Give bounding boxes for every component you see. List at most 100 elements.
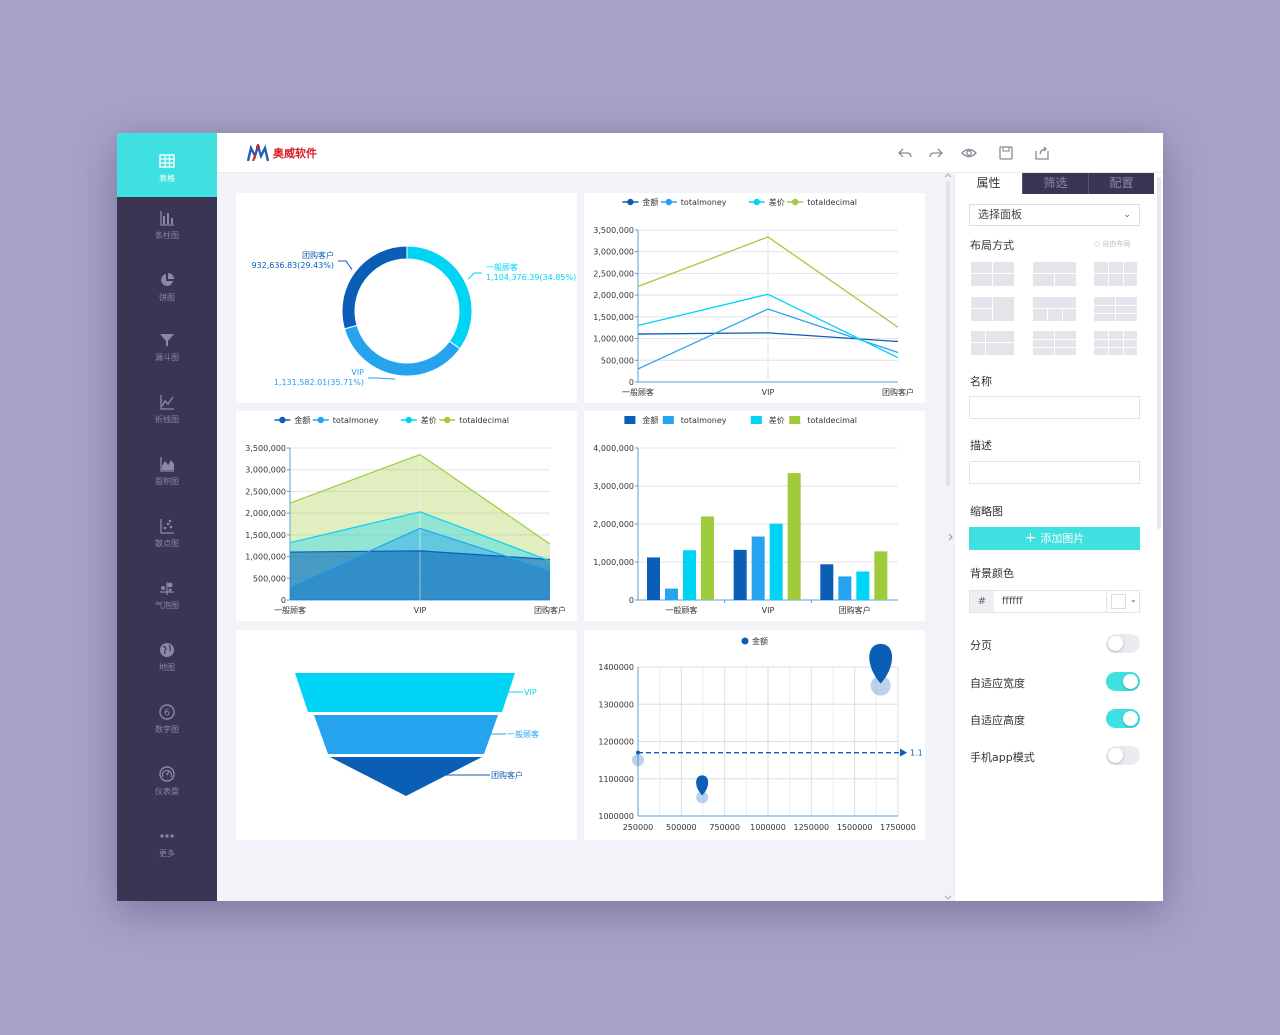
toggle-switch-2[interactable]: [1106, 709, 1140, 728]
sidebar-item-label: 折线图: [155, 415, 179, 424]
background-color-value[interactable]: ffffff: [1002, 596, 1023, 607]
y-tick-label: 0: [629, 378, 634, 387]
background-color-field[interactable]: # ffffff ⌄: [969, 590, 1140, 613]
share-icon[interactable]: [1034, 145, 1050, 161]
sidebar-item-funnel[interactable]: 漏斗图: [117, 324, 217, 386]
funnel-label: 一般顾客: [507, 729, 539, 739]
scatter-point-0: [632, 754, 644, 767]
sidebar-item-table[interactable]: 表格: [117, 133, 217, 197]
layout-option-8[interactable]: [1033, 331, 1076, 355]
x-tick-label: 一般顾客: [274, 605, 306, 615]
line-chart-card[interactable]: 金额 totalmoney 差价 totaldecimal 0 500,000 1,000,…: [584, 193, 925, 403]
layout-option-7[interactable]: [971, 331, 1014, 355]
x-tick-label: 1750000: [880, 823, 916, 832]
panel-scrollbar[interactable]: [1155, 173, 1163, 533]
color-picker[interactable]: ⌄: [1106, 591, 1140, 612]
sidebar-item-number[interactable]: 6 数字图: [117, 696, 217, 758]
legend-marker-3: [792, 198, 799, 206]
slice-name-label: VIP: [351, 368, 364, 377]
y-tick-label: 500,000: [601, 356, 634, 365]
area-chart: 金额 totalmoney 差价 totaldecimal 0 500,000 1,000,…: [245, 415, 566, 615]
sidebar-item-area-chart[interactable]: 面积图: [117, 448, 217, 510]
legend-marker-0: [627, 198, 634, 206]
layout-option-9[interactable]: [1094, 331, 1137, 355]
save-icon[interactable]: [998, 145, 1014, 161]
legend-label: 金额: [642, 415, 658, 425]
funnel-stage-0: [295, 673, 515, 712]
gauge-icon: [117, 766, 217, 782]
sidebar-item-pie-chart[interactable]: 饼图: [117, 264, 217, 326]
line-chart-icon: [117, 394, 217, 410]
y-tick-label: 1200000: [598, 738, 634, 747]
legend-label: totalmoney: [333, 416, 379, 425]
collapse-panel-icon[interactable]: [948, 531, 954, 543]
layout-option-4[interactable]: [971, 297, 1014, 321]
label-line-0: [467, 272, 482, 280]
sidebar-item-line-chart[interactable]: 折线图: [117, 386, 217, 448]
sidebar-item-bar-chart[interactable]: 条柱图: [117, 202, 217, 264]
x-tick-label: 团购客户: [882, 387, 914, 397]
bar-0: [820, 564, 834, 600]
description-input[interactable]: [969, 461, 1140, 484]
toggle-knob: [1108, 636, 1123, 651]
sidebar-item-more[interactable]: 更多: [117, 820, 217, 882]
toggle-label: 手机app模式: [970, 751, 1035, 764]
layout-option-1[interactable]: [971, 262, 1014, 286]
bar-2: [683, 550, 696, 600]
funnel-chart-card[interactable]: VIP 一般顾客 团购客户: [236, 630, 577, 840]
bar-chart-card[interactable]: 金额 totalmoney 差价 totaldecimal 0 1,000,000 2,00…: [584, 411, 925, 621]
tab-filter[interactable]: 筛选: [1022, 173, 1088, 194]
legend-label: 差价: [421, 415, 437, 425]
label-line-1: [368, 377, 396, 380]
legend-label: 金额: [642, 197, 658, 207]
sidebar-item-label: 更多: [159, 849, 175, 858]
mark-line-start: [636, 750, 640, 755]
sidebar-item-globe[interactable]: 地图: [117, 634, 217, 696]
funnel-stage-1: [314, 715, 498, 754]
legend-marker-3: [789, 416, 801, 424]
name-input[interactable]: [969, 396, 1140, 419]
area-chart-card[interactable]: 金额 totalmoney 差价 totaldecimal 0 500,000 1,000,…: [236, 411, 577, 621]
scatter-chart-card[interactable]: 金额 1000000 1100000 1200000 1300000 1400000 250…: [584, 630, 925, 840]
toggle-knob: [1123, 674, 1138, 689]
x-tick-label: 团购客户: [534, 605, 566, 615]
legend-label: totalmoney: [681, 198, 727, 207]
preview-icon[interactable]: [961, 145, 977, 161]
x-tick-label: 1500000: [837, 823, 873, 832]
layout-option-6[interactable]: [1094, 297, 1137, 321]
toggle-switch-0[interactable]: [1106, 634, 1140, 653]
y-tick-label: 2,500,000: [245, 487, 286, 496]
sidebar-item-label: 表格: [159, 174, 175, 183]
x-tick-label: VIP: [762, 606, 775, 615]
layout-option-3[interactable]: [1094, 262, 1137, 286]
toggle-switch-1[interactable]: [1106, 672, 1140, 691]
tab-config[interactable]: 配置: [1088, 173, 1154, 194]
series-line-3: [637, 236, 899, 328]
free-layout-option[interactable]: ○ 自由布局: [1094, 240, 1131, 248]
x-tick-label: 250000: [623, 823, 654, 832]
redo-icon[interactable]: [928, 145, 944, 161]
legend-label: totaldecimal: [807, 416, 857, 425]
free-layout-label: 自由布局: [1102, 240, 1131, 248]
canvas-scrollbar[interactable]: [942, 173, 954, 901]
toggle-switch-3[interactable]: [1106, 746, 1140, 765]
tab-properties[interactable]: 属性: [955, 173, 1022, 194]
undo-icon[interactable]: [897, 145, 913, 161]
scatter-icon: [117, 518, 217, 534]
panel-select[interactable]: 选择面板 ⌄: [969, 204, 1140, 226]
sidebar-item-bubble[interactable]: 气泡图: [117, 572, 217, 634]
dashboard-canvas: 一般顾客 1,104,376.39(34.85%) VIP 1,131,582.01(…: [217, 173, 954, 901]
y-tick-label: 2,000,000: [245, 509, 286, 518]
legend-marker-1: [317, 416, 324, 424]
add-image-button[interactable]: + 添加图片: [969, 527, 1140, 550]
area-chart-icon: [117, 456, 217, 472]
sidebar-item-label: 数字图: [155, 725, 179, 734]
funnel-stage-2: [330, 757, 482, 796]
sidebar-item-gauge[interactable]: 仪表盘: [117, 758, 217, 820]
layout-option-2[interactable]: [1033, 262, 1076, 286]
sidebar-item-scatter[interactable]: 散点图: [117, 510, 217, 572]
donut-chart-card[interactable]: 一般顾客 1,104,376.39(34.85%) VIP 1,131,582.01(…: [236, 193, 577, 403]
layout-option-5[interactable]: [1033, 297, 1076, 321]
mark-line-arrow: [900, 748, 907, 757]
